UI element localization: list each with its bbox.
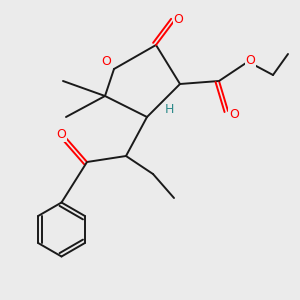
Text: H: H bbox=[165, 103, 174, 116]
Text: O: O bbox=[57, 128, 66, 142]
Text: O: O bbox=[246, 53, 255, 67]
Text: O: O bbox=[229, 107, 239, 121]
Text: O: O bbox=[174, 13, 183, 26]
Text: O: O bbox=[102, 55, 111, 68]
